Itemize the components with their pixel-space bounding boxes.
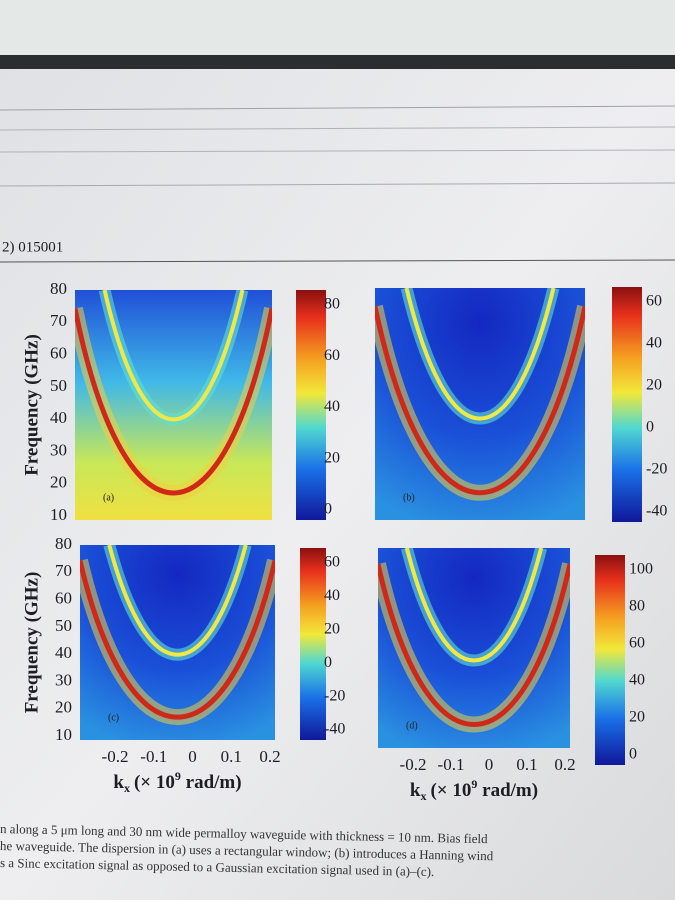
rule — [0, 126, 675, 131]
colorbar-tick: 0 — [324, 654, 332, 671]
x-tick: -0.2 — [102, 747, 129, 766]
y-tick: 60 — [55, 588, 72, 607]
y-tick: 20 — [55, 698, 72, 717]
x-tick: 0.1 — [221, 747, 242, 766]
x-label-unit: rad/m) — [181, 772, 242, 793]
panel-label: (c) — [108, 712, 119, 723]
colorbar-tick: -40 — [646, 503, 667, 520]
y-axis-label: Frequency (GHz) — [21, 572, 42, 714]
colorbar — [300, 548, 326, 740]
colorbar-tick: -20 — [324, 687, 345, 704]
colorbar — [612, 287, 642, 522]
x-axis-label: kx (× 109 rad/m) — [113, 769, 241, 795]
heatmap — [80, 545, 275, 740]
rule — [0, 105, 675, 111]
x-label-symbol: k — [113, 772, 124, 793]
y-axis-label: Frequency (GHz) — [21, 334, 42, 476]
mode-upper — [102, 290, 245, 422]
x-label-symbol: k — [410, 780, 421, 801]
colorbar-tick: 20 — [324, 620, 340, 637]
x-label-sub: x — [420, 789, 426, 803]
mode-lower — [75, 307, 272, 496]
x-label-unit: rad/m) — [477, 780, 538, 801]
x-tick: 0.2 — [259, 747, 280, 766]
colorbar-tick: 40 — [629, 672, 645, 689]
mode-lower — [375, 306, 585, 495]
y-tick: 30 — [50, 440, 67, 459]
colorbar-tick: 40 — [324, 587, 340, 604]
colorbar-tick: 80 — [324, 296, 340, 313]
colorbar-tick: -20 — [646, 461, 667, 478]
colorbar-tick: 20 — [629, 709, 645, 726]
colorbar-tick: 20 — [646, 377, 662, 394]
colorbar-tick: 40 — [646, 335, 662, 352]
rule — [0, 182, 675, 187]
colorbar — [595, 555, 625, 765]
y-tick: 10 — [50, 505, 67, 524]
heatmap-image — [375, 288, 585, 520]
colorbar-tick: 80 — [629, 598, 645, 615]
y-tick: 80 — [55, 534, 72, 553]
y-tick: 50 — [50, 376, 67, 395]
x-label-sup: 9 — [471, 777, 477, 791]
x-tick: -0.1 — [438, 755, 465, 774]
x-label-text: (× 10 — [134, 772, 175, 793]
y-tick: 60 — [50, 343, 67, 362]
y-tick: 30 — [55, 670, 72, 689]
colorbar-tick: 0 — [646, 419, 654, 436]
header-rule — [0, 259, 675, 263]
colorbar-tick: 60 — [324, 554, 340, 571]
x-tick: 0.1 — [516, 755, 537, 774]
colorbar — [296, 290, 326, 520]
colorbar-tick: 0 — [324, 501, 332, 518]
colorbar-tick: 60 — [646, 293, 662, 310]
y-tick: 70 — [55, 561, 72, 580]
y-tick: 50 — [55, 616, 72, 635]
heatmap-image — [75, 290, 272, 520]
mode-upper — [404, 288, 556, 421]
colorbar-tick: 20 — [324, 449, 340, 466]
heatmap-image — [378, 548, 570, 748]
x-label-text: (× 10 — [430, 780, 471, 801]
colorbar-tick: 60 — [629, 635, 645, 652]
mode-upper — [404, 548, 544, 663]
colorbar-tick: 40 — [324, 398, 340, 415]
bezel — [0, 55, 675, 69]
colorbar-tick: 60 — [324, 347, 340, 364]
colorbar-tick: 100 — [629, 561, 653, 578]
x-label-sup: 9 — [175, 769, 181, 783]
y-tick: 70 — [50, 311, 67, 330]
x-tick: -0.2 — [400, 755, 427, 774]
mode-lower — [378, 563, 570, 727]
x-tick: -0.1 — [140, 747, 167, 766]
y-tick: 10 — [55, 725, 72, 744]
x-tick: 0 — [485, 755, 494, 774]
y-tick: 40 — [55, 643, 72, 662]
y-tick: 20 — [50, 473, 67, 492]
y-tick: 40 — [50, 408, 67, 427]
heatmap — [75, 290, 272, 520]
x-tick: 0 — [188, 747, 197, 766]
y-tick: 80 — [50, 279, 67, 298]
heatmap — [375, 288, 585, 520]
x-label-sub: x — [124, 781, 130, 795]
panel-label: (a) — [103, 492, 114, 503]
panel-label: (b) — [403, 492, 415, 503]
rule — [0, 149, 675, 153]
mode-lower — [80, 560, 275, 720]
colorbar-tick: 0 — [629, 746, 637, 763]
page-ref: 2) 015001 — [2, 239, 63, 255]
x-axis-label: kx (× 109 rad/m) — [410, 777, 538, 803]
heatmap — [378, 548, 570, 748]
wall — [0, 0, 675, 55]
x-tick: 0.2 — [554, 755, 575, 774]
mode-upper — [107, 545, 248, 657]
heatmap-image — [80, 545, 275, 740]
panel-label: (d) — [406, 720, 418, 731]
colorbar-tick: -40 — [324, 721, 345, 738]
